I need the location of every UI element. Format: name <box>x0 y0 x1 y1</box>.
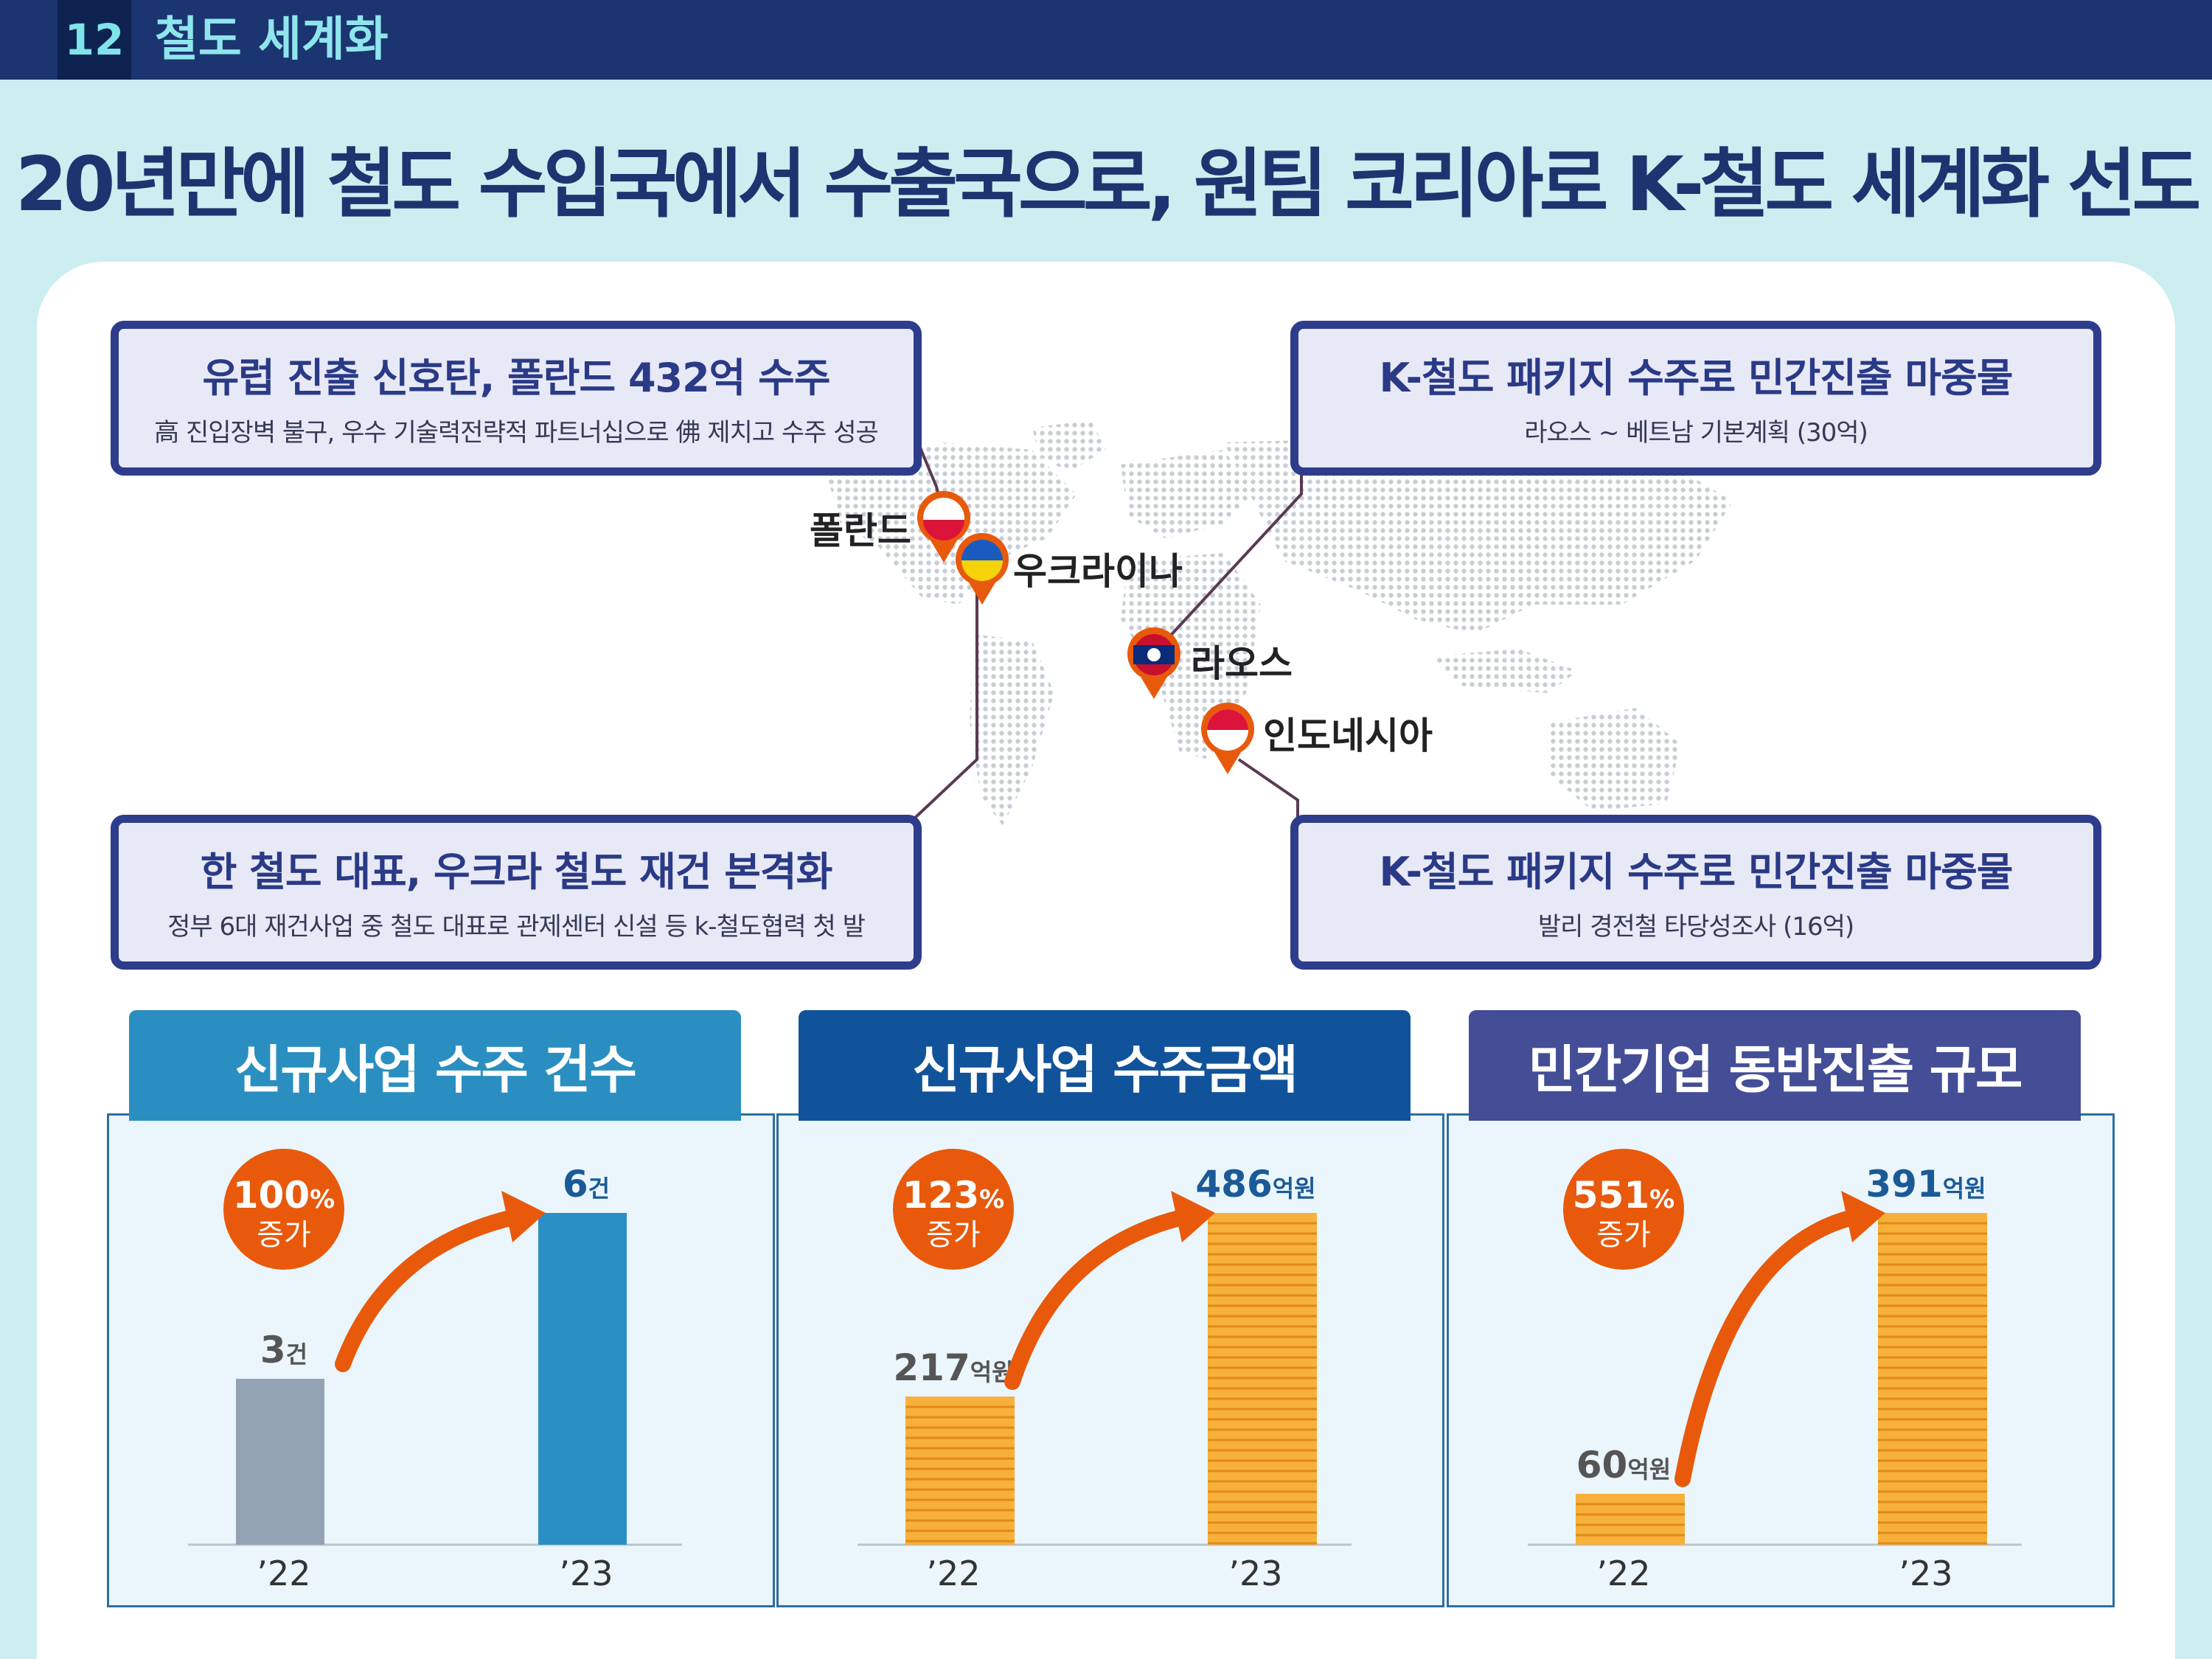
x-tick-label: ’22 <box>257 1554 310 1593</box>
chart-private: ’22 60억원 ’23 391억원 551%증가 <box>1528 1149 2022 1593</box>
growth-percent: 551% <box>1573 1174 1674 1217</box>
data-label: 3건 <box>260 1329 307 1371</box>
bar-’23 <box>1878 1213 1987 1545</box>
callout-subtitle: 정부 6대 재건사업 중 철도 대표로 관제센터 신설 등 k-철도협력 첫 발 <box>167 912 866 942</box>
laos-flag-pin-icon <box>1127 627 1180 699</box>
chart-card-box <box>776 1113 1444 1607</box>
callout-indonesia: K-철도 패키지 수주로 민간진출 마중물 발리 경전철 타당성조사 (16억) <box>1290 815 2101 970</box>
data-label: 6건 <box>563 1163 610 1206</box>
country-label-ukraine: 우크라이나 <box>1013 550 1183 593</box>
callout-title: K-철도 패키지 수주로 민간진출 마중물 <box>1379 849 2014 895</box>
chart-card-amount: 신규사업 수주금액 ’22 217억원 ’23 486억원 123% 증가 <box>776 1010 1447 1611</box>
chart-amount: ’22 217억원 ’23 486억원 123%증가 <box>858 1149 1352 1593</box>
x-tick-label: ’23 <box>559 1554 613 1593</box>
chart-title: 신규사업 수주 건수 <box>129 1010 741 1121</box>
indonesia-flag-pin-icon <box>1201 702 1254 774</box>
callout-title: K-철도 패키지 수주로 민간진출 마중물 <box>1379 355 2014 401</box>
chart-card-box <box>107 1113 775 1607</box>
bar-’23 <box>538 1213 627 1545</box>
callout-subtitle: 발리 경전철 타당성조사 (16억) <box>1537 912 1854 942</box>
callout-title: 한 철도 대표, 우크라 철도 재건 본격화 <box>200 849 833 895</box>
bar-’23 <box>1208 1213 1317 1545</box>
data-label: 217억원 <box>893 1346 1013 1389</box>
growth-badge <box>223 1149 344 1270</box>
chart-contracts: ’22 3건 ’23 6건 100%증가 <box>188 1149 682 1593</box>
growth-text: 증가 <box>1596 1218 1651 1252</box>
country-label-indonesia: 인도네시아 <box>1263 714 1433 757</box>
callout-subtitle: 高 진입장벽 불구, 우수 기술력전략적 파트너십으로 佛 제치고 수주 성공 <box>154 418 879 448</box>
x-tick-label: ’22 <box>926 1554 980 1593</box>
growth-percent: 123% <box>902 1174 1004 1217</box>
growth-badge <box>893 1149 1014 1270</box>
callout-laos: K-철도 패키지 수주로 민간진출 마중물 라오스 ~ 베트남 기본계획 (30… <box>1290 321 2101 476</box>
x-tick-label: ’22 <box>1596 1554 1650 1593</box>
bar-’22 <box>905 1397 1015 1545</box>
arrow-head-icon <box>501 1191 546 1242</box>
growth-arrow-icon <box>1004 1208 1194 1391</box>
x-tick-label: ’23 <box>1228 1554 1282 1593</box>
ukraine-flag-pin-icon <box>956 532 1009 605</box>
growth-percent: 100% <box>233 1174 335 1217</box>
chart-card-contracts: 신규사업 수주 건수 ’22 3건 ’23 6건 100% 증가 <box>107 1010 778 1611</box>
callout-title: 유럽 진출 신호탄, 폴란드 432억 수주 <box>202 355 830 401</box>
country-label-poland: 폴란드 <box>810 509 911 552</box>
chart-card-box <box>1447 1113 2115 1607</box>
callout-subtitle: 라오스 ~ 베트남 기본계획 (30억) <box>1524 418 1868 448</box>
arrow-head-icon <box>1171 1191 1215 1242</box>
data-label: 60억원 <box>1576 1444 1671 1486</box>
top-bar: 12 철도 세계화 <box>0 0 2212 80</box>
growth-arrow-icon <box>1674 1208 1864 1487</box>
growth-arrow-icon <box>335 1208 524 1372</box>
callout-poland: 유럽 진출 신호탄, 폴란드 432억 수주 高 진입장벽 불구, 우수 기술력… <box>111 321 922 476</box>
callout-ukraine: 한 철도 대표, 우크라 철도 재건 본격화 정부 6대 재건사업 중 철도 대… <box>111 815 922 970</box>
country-label-laos: 라오스 <box>1191 642 1293 685</box>
data-label: 391억원 <box>1865 1163 1986 1206</box>
x-tick-label: ’23 <box>1899 1554 1952 1593</box>
coin-stack <box>905 1397 1015 1545</box>
coin-stack <box>1576 1493 1685 1545</box>
poland-flag-pin-icon <box>917 490 970 563</box>
section-number: 12 <box>58 0 131 80</box>
chart-title: 민간기업 동반진출 규모 <box>1469 1010 2081 1121</box>
growth-badge <box>1563 1149 1684 1270</box>
page-title: 20년만에 철도 수입국에서 수출국으로, 원팀 코리아로 K-철도 세계화 선… <box>15 141 2202 229</box>
growth-text: 증가 <box>926 1218 981 1252</box>
chart-title: 신규사업 수주금액 <box>799 1010 1411 1121</box>
arrow-head-icon <box>1841 1191 1885 1242</box>
bar-’22 <box>236 1379 324 1545</box>
data-label: 486억원 <box>1195 1163 1315 1206</box>
section-title: 철도 세계화 <box>155 13 389 67</box>
bar-’22 <box>1576 1493 1685 1545</box>
chart-card-private: 민간기업 동반진출 규모 ’22 60억원 ’23 391억원 551% 증가 <box>1447 1010 2118 1611</box>
growth-text: 증가 <box>257 1218 311 1252</box>
